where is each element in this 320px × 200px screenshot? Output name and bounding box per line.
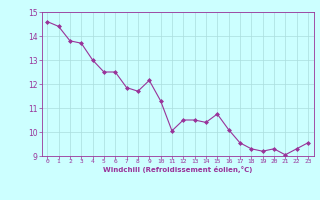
X-axis label: Windchill (Refroidissement éolien,°C): Windchill (Refroidissement éolien,°C): [103, 166, 252, 173]
